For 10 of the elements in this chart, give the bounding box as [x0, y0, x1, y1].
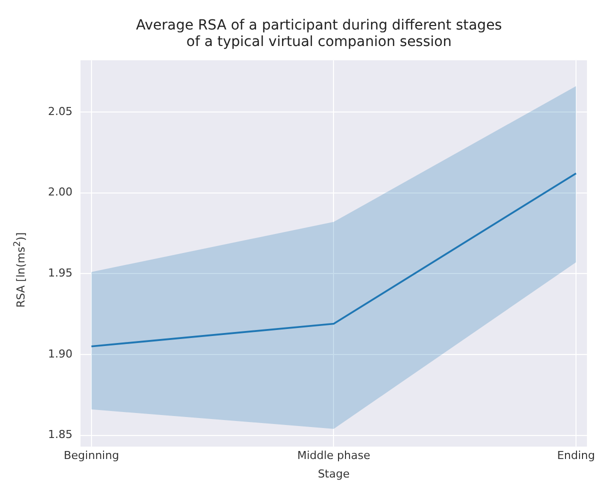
x-tick-label: Middle phase	[297, 449, 370, 462]
x-tick-label: Ending	[557, 449, 596, 462]
y-tick-label: 2.05	[48, 104, 72, 118]
y-tick-label: 1.85	[48, 428, 72, 442]
y-tick-label: 1.90	[48, 347, 72, 360]
chart-title: Average RSA of a participant during different stages of a typical virtual companion session	[136, 18, 502, 50]
y-tick-label: 2.00	[48, 186, 72, 199]
x-axis-title: Stage	[318, 467, 350, 480]
x-tick-label: Beginning	[64, 449, 120, 462]
y-tick-label: 1.95	[48, 266, 72, 280]
